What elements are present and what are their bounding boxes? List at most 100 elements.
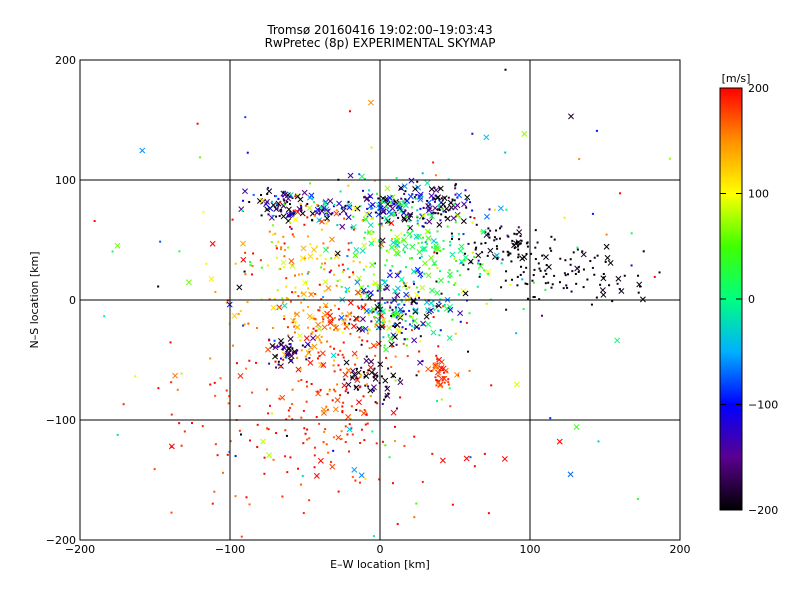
data-point-dot [260,193,263,196]
data-point-dot [170,381,173,384]
data-point-dot [532,281,535,284]
data-point-dot [597,440,600,443]
data-point-dot [437,374,440,377]
data-point-x [420,212,427,219]
data-point-dot [479,263,482,266]
data-point-dot [364,423,367,426]
data-point-dot [394,306,397,309]
data-point-dot [335,284,338,287]
data-point-x [428,192,435,199]
data-point-dot [267,186,270,189]
data-point-dot [347,248,350,251]
data-point-dot [536,241,539,244]
y-tick-label: 200 [55,54,76,67]
data-point-dot [380,246,383,249]
data-point-x [272,344,279,351]
data-point-dot [243,270,246,273]
data-point-dot [618,288,621,291]
data-point-x [614,337,621,344]
data-point-x [361,242,368,249]
data-point-dot [227,402,230,405]
data-point-dot [418,350,421,353]
data-point-dot [314,318,317,321]
data-point-dot [428,267,431,270]
data-point-dot [473,465,476,468]
data-point-dot [282,198,285,201]
data-point-x [411,337,418,344]
data-point-dot [373,316,376,319]
data-point-dot [449,244,452,247]
data-point-dot [396,523,399,526]
data-point-dot [404,266,407,269]
data-point-dot [398,377,401,380]
data-point-dot [432,211,435,214]
data-point-dot [375,323,378,326]
data-point-dot [415,374,418,377]
data-point-dot [413,196,416,199]
data-point-dot [565,284,568,287]
data-point-x [314,334,321,340]
data-point-dot [340,438,343,441]
data-point-dot [205,262,208,265]
data-point-dot [306,203,309,206]
data-point-x [381,279,388,286]
data-point-dot [319,306,322,309]
data-point-dot [292,209,295,212]
data-point-x [231,312,238,319]
data-point-dot [457,293,460,296]
data-point-x [386,272,393,279]
data-point-x [208,275,215,282]
data-point-dot [493,239,496,242]
data-point-dot [170,511,173,514]
data-point-dot [382,336,385,339]
data-point-dot [519,235,522,238]
data-point-dot [410,329,413,332]
data-point-dot [360,366,363,369]
data-point-dot [170,413,173,416]
data-point-dot [477,262,480,265]
data-point-dot [342,401,345,404]
data-point-dot [338,318,341,321]
data-point-dot [366,371,369,374]
data-point-dot [411,325,414,328]
data-point-dot [384,444,387,447]
data-point-dot [281,495,284,498]
data-point-dot [344,425,347,428]
data-point-dot [332,436,335,439]
data-point-dot [564,259,567,262]
data-point-dot [454,332,457,335]
data-point-dot [307,235,310,238]
data-point-x [347,299,354,306]
data-point-dot [440,197,443,200]
data-point-dot [300,301,303,304]
data-point-dot [517,243,520,246]
data-point-x [374,303,381,310]
data-point-dot [444,210,447,213]
data-point-x [313,472,320,479]
data-point-x [369,201,376,208]
data-point-dot [365,412,368,415]
data-point-dot [396,303,399,306]
data-point-dot [339,394,342,397]
data-point-dot [437,345,440,348]
data-point-dot [345,212,348,215]
data-point-dot [277,363,280,366]
data-point-x [426,218,433,225]
data-point-dot [279,343,282,346]
data-point-dot [431,452,434,455]
data-point-dot [332,205,335,208]
data-point-dot [387,392,390,395]
data-point-x [327,198,334,204]
data-point-dot [498,237,501,240]
data-point-x [299,255,306,262]
data-point-dot [252,193,255,196]
data-point-x [424,228,431,235]
data-point-dot [591,266,594,269]
chart-title: Tromsø 20160416 19:02:00–19:03:43 [267,23,493,37]
data-point-dot [578,158,581,161]
data-point-dot [487,227,490,230]
data-point-dot [411,230,414,233]
data-point-dot [437,212,440,215]
data-point-dot [314,329,317,332]
data-point-x [580,251,587,258]
